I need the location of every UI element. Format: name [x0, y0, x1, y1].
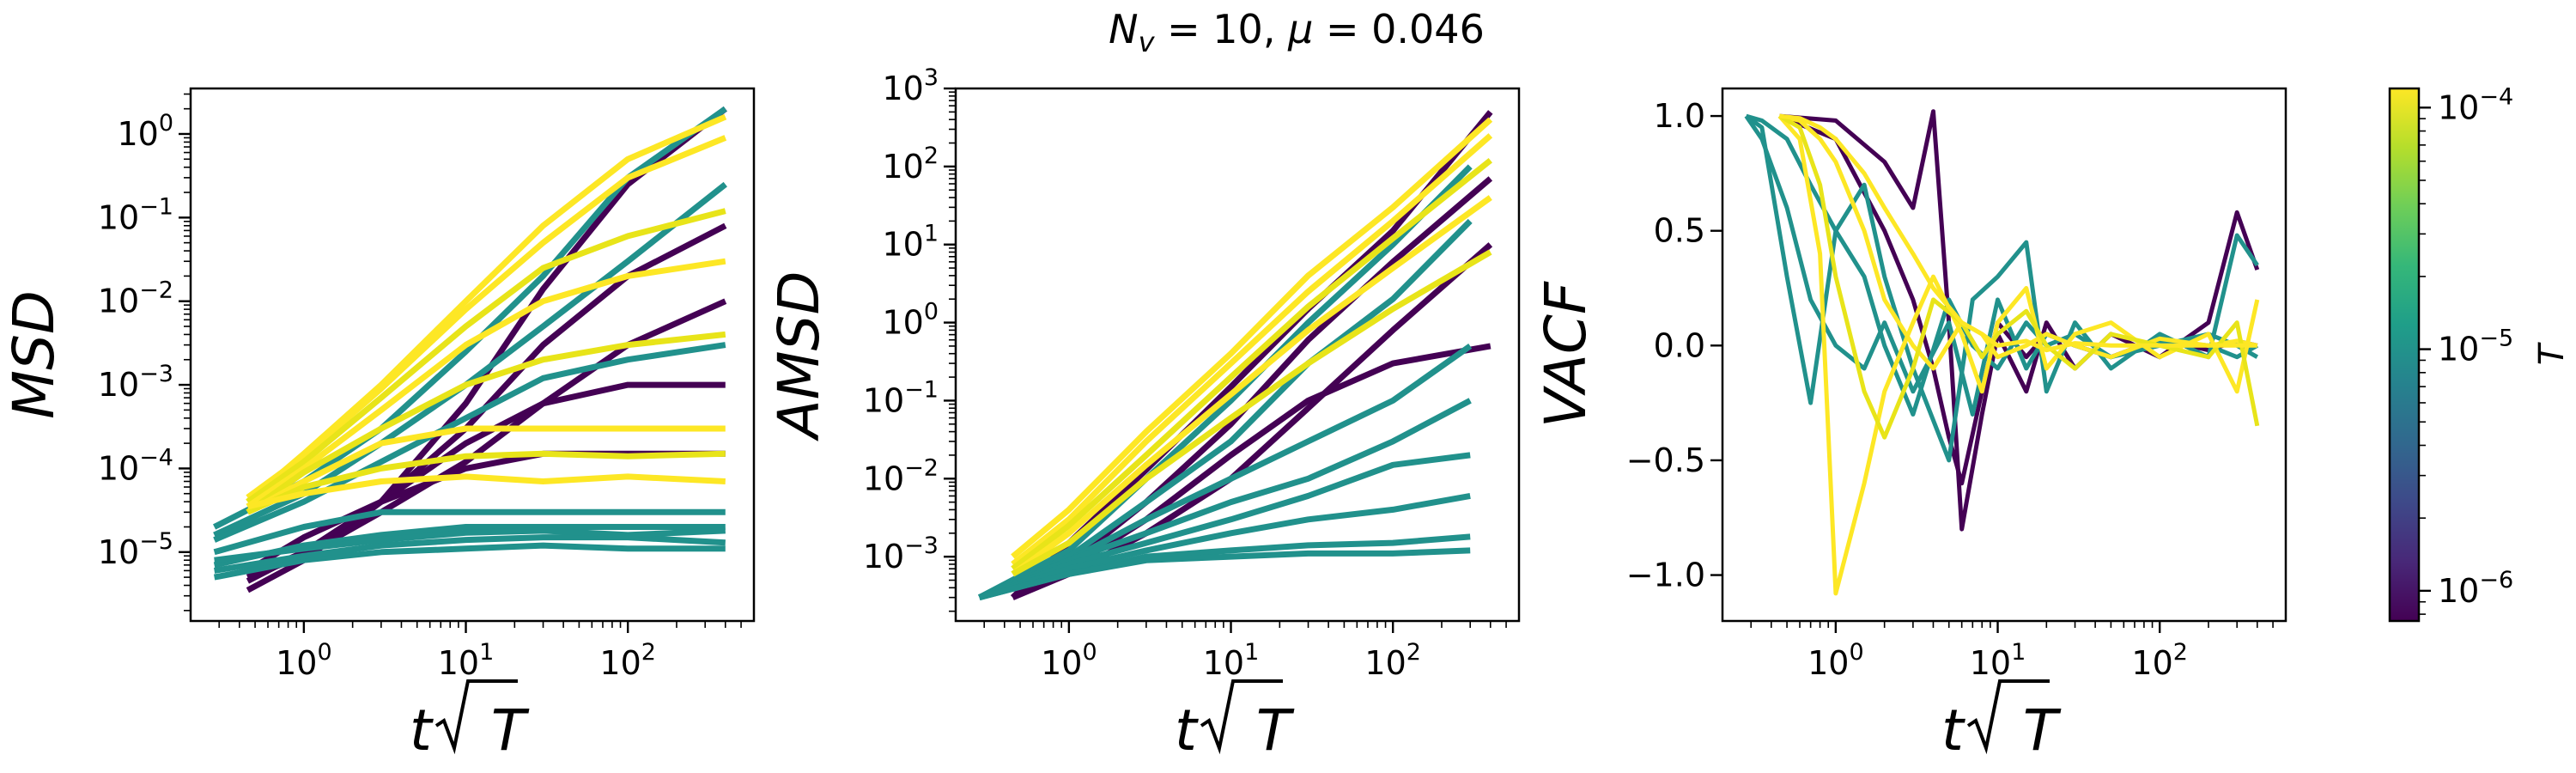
- series-line-9: [213, 508, 726, 556]
- y-tick-label: 10−1: [863, 376, 939, 419]
- y-tick-label: 100: [117, 110, 173, 153]
- series-line-10: [978, 492, 1471, 600]
- series-line-15: [246, 135, 727, 501]
- sqrt-symbol: [1966, 679, 2050, 755]
- series-group: [977, 110, 1493, 600]
- series-line-8: [978, 398, 1472, 600]
- y-tick-label: 0.0: [1654, 326, 1705, 364]
- colorbar: 10−6 10−5 10−4 T: [2388, 83, 2572, 623]
- y-tick-label: 100: [882, 299, 939, 342]
- y-tick-label: 103: [882, 64, 939, 107]
- series-line-9: [978, 452, 1471, 600]
- x-axis-label-t: t: [410, 697, 434, 764]
- x-axis-label-T: T: [491, 697, 530, 764]
- axes-frame: [189, 87, 756, 623]
- series-group: [1744, 109, 2260, 596]
- colorbar-gradient: [2390, 88, 2419, 621]
- colorbar-tick-label: 10−5: [2438, 326, 2513, 368]
- x-axis-label-t: t: [1175, 697, 1199, 764]
- series-line-1: [1779, 109, 2260, 532]
- y-tick-label: −1.0: [1626, 557, 1705, 594]
- series-line-17: [246, 258, 726, 509]
- series-line-1: [246, 106, 727, 593]
- y-tick-label: 102: [882, 143, 939, 186]
- colorbar-label: T: [2532, 341, 2572, 365]
- x-tick-label: 100: [1807, 639, 1864, 682]
- x-axis-label-T: T: [2023, 697, 2062, 764]
- panel-msd: 100 101 102 10−5 10−4 10−3 10−2 10−1 100 MSD t T: [1, 87, 756, 764]
- series-line-3: [246, 381, 726, 581]
- series-line-21: [246, 473, 726, 510]
- x-tick-label: 101: [438, 639, 495, 682]
- series-line-8: [213, 342, 726, 543]
- series-line-14: [1011, 133, 1493, 567]
- x-axis-label-t: t: [1941, 697, 1965, 764]
- series-line-3: [1745, 114, 2259, 463]
- x-tick-label: 100: [276, 639, 332, 682]
- y-tick-label: 10−1: [98, 193, 173, 236]
- series-line-13: [1011, 117, 1493, 559]
- axes-frame: [1721, 87, 2287, 623]
- series-line-16: [1011, 195, 1492, 577]
- y-tick-label: 10−3: [98, 361, 173, 404]
- series-line-5: [977, 164, 1473, 600]
- y-axis-label: VACF: [1533, 281, 1599, 428]
- sqrt-symbol: [434, 679, 518, 755]
- panel-vacf: 100 101 102 −1.0 −0.5 0.0 0.5 1.0 VACF t T: [1533, 87, 2287, 764]
- y-tick-label: 10−2: [863, 454, 939, 497]
- sqrt-symbol: [1200, 679, 1283, 755]
- y-tick-label: 10−5: [98, 528, 173, 571]
- series-line-6: [1777, 114, 2260, 596]
- series-line-17: [1011, 249, 1492, 577]
- y-tick-label: −0.5: [1626, 441, 1705, 479]
- y-axis-label: MSD: [1, 290, 67, 419]
- series-line-4: [1744, 114, 2259, 417]
- series-line-20: [246, 450, 726, 515]
- series-line-19: [246, 425, 726, 515]
- series-line-10: [213, 524, 726, 569]
- colorbar-tick-label: 10−6: [2438, 567, 2513, 610]
- y-tick-label: 10−3: [863, 533, 939, 575]
- series-line-11: [213, 542, 726, 581]
- series-line-5: [1745, 113, 2259, 417]
- x-tick-label: 102: [599, 639, 656, 682]
- series-line-6: [978, 218, 1473, 600]
- figure-title: Nv = 10, μ = 0.046: [1109, 6, 1485, 58]
- y-tick-label: 1.0: [1654, 97, 1705, 135]
- colorbar-frame: [2388, 87, 2421, 623]
- series-line-18: [246, 331, 726, 515]
- series-line-16: [246, 208, 726, 505]
- y-tick-label: 10−4: [98, 444, 173, 487]
- series-line-9: [1779, 113, 2257, 353]
- y-tick-label: 101: [882, 221, 939, 264]
- x-tick-label: 102: [2131, 639, 2188, 682]
- series-group: [213, 106, 727, 593]
- x-tick-label: 102: [1364, 639, 1421, 682]
- series-line-15: [1011, 157, 1492, 571]
- y-tick-label: 0.5: [1654, 212, 1705, 250]
- x-tick-label: 101: [1203, 639, 1260, 682]
- x-tick-label: 100: [1041, 639, 1097, 682]
- y-tick-label: 10−2: [98, 277, 173, 320]
- axes-frame: [954, 87, 1521, 623]
- series-line-12: [978, 547, 1471, 600]
- y-axis-label: AMSD: [766, 271, 832, 442]
- x-axis-label-T: T: [1256, 697, 1295, 764]
- x-tick-label: 101: [1970, 639, 2026, 682]
- colorbar-tick-label: 10−4: [2438, 83, 2513, 126]
- series-line-13: [214, 527, 726, 563]
- panel-amsd: 100 101 102 10−3 10−2 10−1 100 101 102 103 AMSD t T: [766, 64, 1521, 764]
